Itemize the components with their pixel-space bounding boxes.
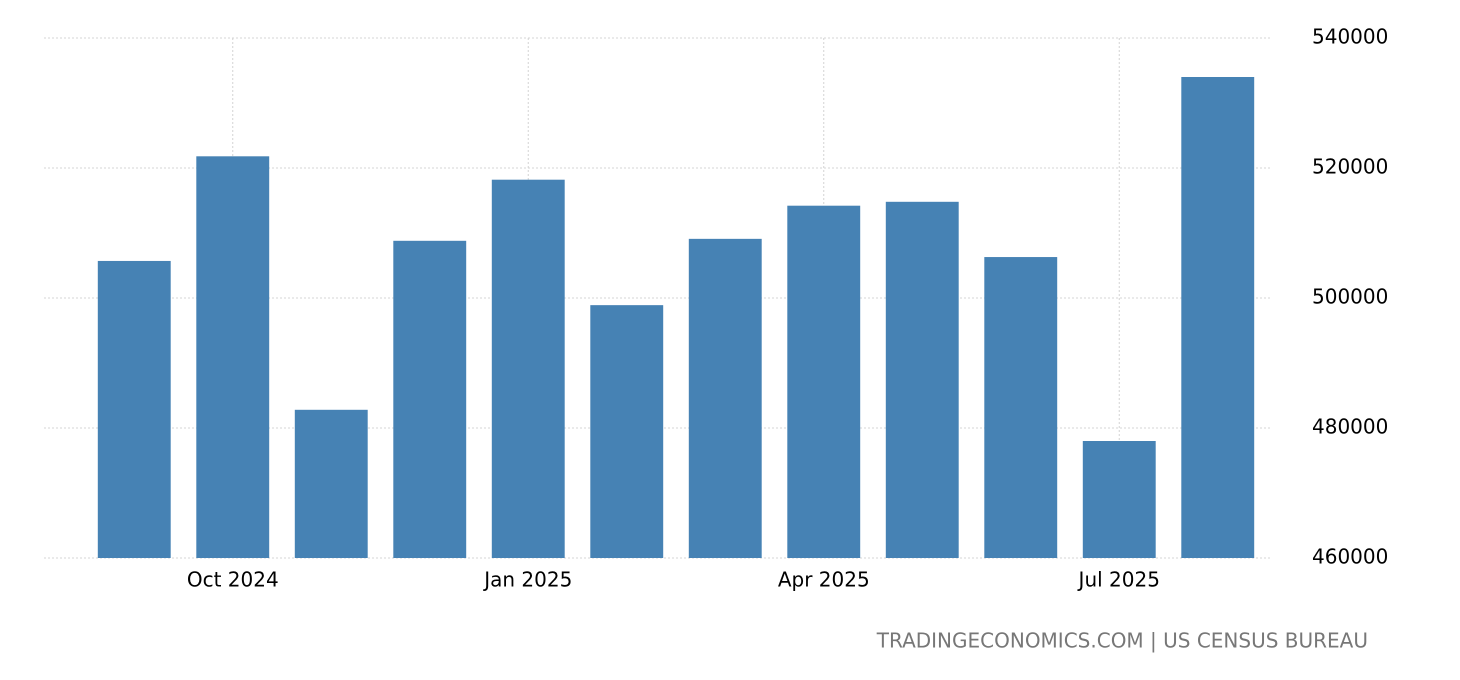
x-tick-label: Jan 2025 [482, 568, 572, 592]
y-tick-label: 460000 [1312, 545, 1388, 569]
y-tick-label: 480000 [1312, 415, 1388, 439]
bar [1082, 441, 1156, 558]
y-tick-label: 520000 [1312, 155, 1388, 179]
x-tick-label: Apr 2025 [778, 568, 870, 592]
bar [97, 260, 171, 558]
bar [491, 179, 565, 558]
bar [590, 305, 664, 558]
source: TRADINGECONOMICS.COM | US CENSUS BUREAU [876, 629, 1368, 653]
bar [1181, 77, 1255, 558]
x-tick-label: Jul 2025 [1077, 568, 1160, 592]
x-tick-label: Oct 2024 [187, 568, 279, 592]
bar [294, 409, 368, 558]
bar [393, 240, 467, 559]
bar [688, 238, 762, 558]
bar [984, 257, 1058, 558]
y-tick-label: 500000 [1312, 285, 1388, 309]
bar [196, 156, 270, 559]
bar [885, 201, 959, 559]
y-tick-label: 540000 [1312, 25, 1388, 49]
bar [787, 205, 861, 558]
